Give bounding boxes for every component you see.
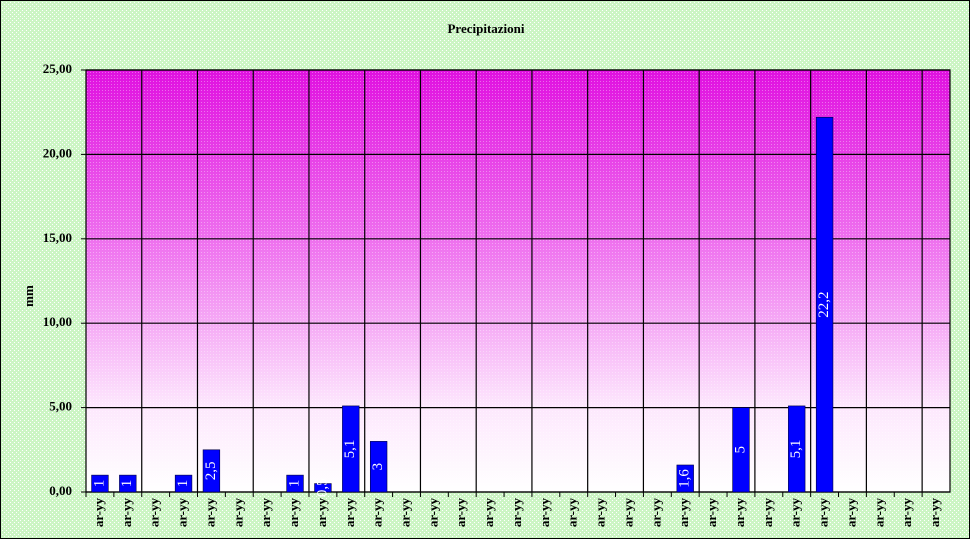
bar (286, 474, 304, 493)
x-tick-label: ar-yy (286, 498, 301, 528)
value-label: 5,1 (788, 440, 804, 459)
bar (314, 483, 332, 493)
value-label: 2,5 (203, 462, 219, 481)
bar (676, 464, 694, 493)
x-tick-label: ar-yy (593, 498, 608, 528)
x-tick-label: ar-yy (676, 498, 691, 528)
value-label: 5,1 (342, 440, 358, 459)
bar (732, 407, 750, 493)
value-label: 3 (370, 463, 386, 471)
x-tick-label: ar-yy (91, 498, 106, 528)
value-label: 1 (175, 480, 191, 488)
x-tick-label: ar-yy (927, 498, 942, 528)
x-tick-label: ar-yy (202, 498, 217, 528)
value-label: 22,2 (816, 292, 832, 318)
y-tick-label: 25,00 (43, 61, 72, 76)
x-tick-label: ar-yy (175, 498, 190, 528)
value-label: 1 (286, 480, 302, 488)
y-tick-label: 5,00 (49, 399, 72, 414)
x-tick-label: ar-yy (843, 498, 858, 528)
x-tick-label: ar-yy (425, 498, 440, 528)
x-tick-label: ar-yy (147, 498, 162, 528)
x-tick-label: ar-yy (481, 498, 496, 528)
x-tick-label: ar-yy (509, 498, 524, 528)
x-tick-label: ar-yy (620, 498, 635, 528)
value-label: 1,6 (677, 469, 693, 488)
x-tick-label: ar-yy (314, 498, 329, 528)
bar (202, 449, 221, 493)
x-tick-label: ar-yy (648, 498, 663, 528)
x-tick-label: ar-yy (537, 498, 552, 528)
bar (91, 474, 109, 493)
x-tick-label: ar-yy (704, 498, 719, 528)
y-tick-label: 0,00 (49, 483, 72, 498)
x-tick-label: ar-yy (258, 498, 273, 528)
y-tick-label: 20,00 (43, 145, 72, 160)
value-label: 1 (91, 480, 107, 488)
x-tick-label: ar-yy (760, 498, 775, 528)
value-label: 0,5 (314, 478, 330, 497)
x-tick-label: ar-yy (899, 498, 914, 528)
bar (369, 441, 388, 493)
plot-texture (86, 70, 950, 492)
y-axis-label: mm (21, 285, 36, 307)
value-label: 5 (732, 446, 748, 454)
bar (815, 116, 834, 493)
x-tick-label: ar-yy (788, 498, 803, 528)
x-tick-label: ar-yy (565, 498, 580, 528)
x-tick-label: ar-yy (816, 498, 831, 528)
y-tick-label: 10,00 (43, 314, 72, 329)
value-label: 1 (119, 480, 135, 488)
x-tick-label: ar-yy (119, 498, 134, 528)
x-tick-label: ar-yy (398, 498, 413, 528)
x-tick-label: ar-yy (230, 498, 245, 528)
plot-border (85, 69, 951, 493)
bar (342, 405, 360, 493)
bar (788, 405, 806, 493)
x-tick-label: ar-yy (732, 498, 747, 528)
x-tick-label: ar-yy (342, 498, 357, 528)
y-tick-label: 15,00 (43, 230, 72, 245)
x-tick-label: ar-yy (453, 498, 468, 528)
bar (174, 474, 193, 493)
bar (119, 474, 137, 493)
x-tick-label: ar-yy (871, 498, 886, 528)
x-tick-label: ar-yy (370, 498, 385, 528)
chart-title: Precipitazioni (447, 21, 524, 36)
